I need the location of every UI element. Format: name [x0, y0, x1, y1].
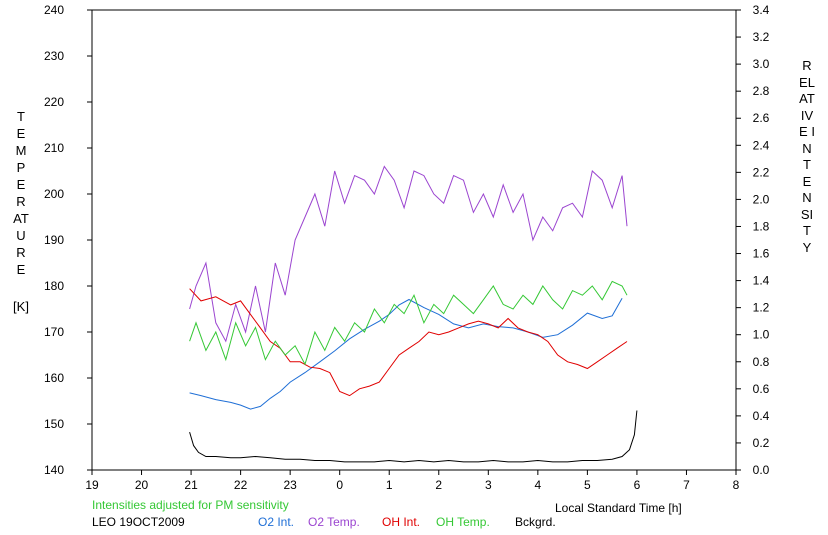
y-right-tick-label: 1.0: [753, 328, 770, 342]
y-right-axis: 0.0 0.2 0.4 0.6 0.8 1.0 1.2 1.4 1.6 1.8 2.0 2.2 2.4 2…: [736, 3, 770, 477]
y-left-axis-title: TEMPERATURE: [13, 109, 29, 277]
series-layer: [189, 165, 638, 463]
y-left-axis: 140 150 160 170 180 190 200 210 220 230 240: [44, 3, 92, 477]
y-left-axis-unit: [K]: [13, 299, 29, 314]
legend-oh-int: OH Int.: [382, 515, 421, 529]
x-tick-label: 5: [584, 478, 591, 492]
legend-oh-temp: OH Temp.: [436, 515, 490, 529]
x-tick-label: 2: [435, 478, 442, 492]
y-right-tick-label: 1.4: [753, 274, 770, 288]
y-right-tick-label: 0.2: [753, 436, 770, 450]
series-line-o2-int: [189, 297, 623, 410]
y-left-tick-label: 190: [44, 233, 64, 247]
y-right-tick-label: 0.0: [753, 463, 770, 477]
y-right-tick-label: 3.0: [753, 57, 770, 71]
x-axis: 19 20 21 22 23 0 1 2 3 4 5 6 7 8: [85, 470, 740, 492]
y-right-tick-label: 2.8: [753, 84, 770, 98]
y-right-tick-label: 1.6: [753, 247, 770, 261]
x-tick-label: 3: [485, 478, 492, 492]
y-right-tick-label: 1.2: [753, 301, 770, 315]
y-right-tick-label: 3.4: [753, 3, 770, 17]
y-left-tick-label: 210: [44, 141, 64, 155]
y-right-tick-label: 2.0: [753, 192, 770, 206]
x-tick-label: 21: [184, 478, 198, 492]
legend-o2-int: O2 Int.: [258, 515, 295, 529]
x-tick-label: 23: [283, 478, 297, 492]
y-left-tick-label: 170: [44, 325, 64, 339]
y-left-tick-label: 220: [44, 95, 64, 109]
x-tick-label: 8: [733, 478, 740, 492]
series-line-o2-temp: [189, 165, 628, 343]
y-right-tick-label: 2.4: [753, 138, 770, 152]
legend-bckgrd: Bckgrd.: [515, 515, 556, 529]
y-left-tick-label: 140: [44, 463, 64, 477]
y-left-tick-label: 160: [44, 371, 64, 385]
y-right-tick-label: 0.6: [753, 382, 770, 396]
x-tick-label: 6: [634, 478, 641, 492]
plot-frame: [91, 9, 737, 471]
x-tick-label: 20: [135, 478, 149, 492]
y-right-tick-label: 2.6: [753, 111, 770, 125]
y-left-tick-label: 200: [44, 187, 64, 201]
site-date-label: LEO 19OCT2009: [92, 515, 185, 529]
series-line-bckgrd: [189, 410, 638, 463]
y-left-tick-label: 180: [44, 279, 64, 293]
x-tick-label: 22: [234, 478, 248, 492]
x-tick-label: 19: [85, 478, 99, 492]
legend-o2-temp: O2 Temp.: [308, 515, 360, 529]
y-right-tick-label: 1.8: [753, 219, 770, 233]
x-tick-label: 7: [683, 478, 690, 492]
x-tick-label: 1: [386, 478, 393, 492]
sensitivity-note: Intensities adjusted for PM sensitivity: [92, 498, 289, 512]
x-axis-title: Local Standard Time [h]: [555, 501, 682, 515]
series-line-oh-temp: [189, 280, 628, 366]
y-right-tick-label: 0.4: [753, 409, 770, 423]
y-left-tick-label: 230: [44, 49, 64, 63]
y-left-tick-label: 150: [44, 417, 64, 431]
y-right-axis-title: RELATIVE INTENSITY: [799, 58, 815, 255]
series-line-oh-int: [189, 288, 628, 397]
x-tick-label: 0: [336, 478, 343, 492]
y-right-tick-label: 3.2: [753, 30, 770, 44]
x-tick-label: 4: [535, 478, 542, 492]
y-left-tick-label: 240: [44, 3, 64, 17]
y-right-tick-label: 0.8: [753, 355, 770, 369]
y-right-tick-label: 2.2: [753, 165, 770, 179]
